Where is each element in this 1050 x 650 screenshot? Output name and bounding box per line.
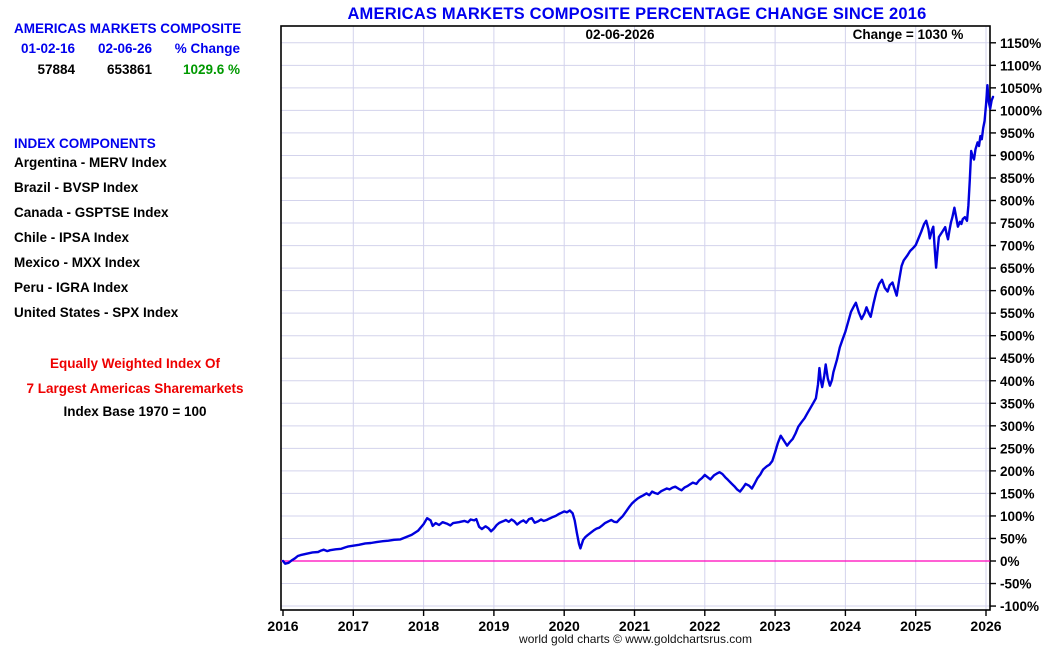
- y-axis-tick-label: 900%: [1000, 148, 1035, 163]
- x-axis-tick-label: 2023: [760, 618, 791, 634]
- y-axis-tick-label: 650%: [1000, 261, 1035, 276]
- y-axis-tick-label: 950%: [1000, 126, 1035, 141]
- end-date-label: 02-06-26: [97, 41, 152, 56]
- note-index-base: Index Base 1970 = 100: [63, 404, 207, 419]
- y-axis-tick-label: 150%: [1000, 486, 1035, 501]
- component-argentina: Argentina - MERV Index: [14, 155, 167, 170]
- pct-change-label: % Change: [174, 41, 240, 56]
- y-axis-tick-label: -50%: [1000, 577, 1032, 592]
- y-axis-tick-label: 100%: [1000, 509, 1035, 524]
- x-axis-tick-label: 2016: [267, 618, 298, 634]
- x-axis-tick-label: 2019: [478, 618, 509, 634]
- component-canada: Canada - GSPTSE Index: [14, 205, 169, 220]
- x-axis-tick-label: 2024: [830, 618, 861, 634]
- x-axis-tick-label: 2026: [970, 618, 1001, 634]
- y-axis-tick-label: 1150%: [1000, 36, 1041, 51]
- plot-background: [281, 26, 990, 610]
- composite-series-line: [281, 84, 995, 565]
- y-axis-tick-label: 500%: [1000, 329, 1035, 344]
- summary-values: 57884 653861 1029.6 %: [0, 62, 240, 77]
- components-title: INDEX COMPONENTS: [14, 136, 156, 151]
- y-axis-tick-label: 1000%: [1000, 103, 1042, 118]
- footer-credit: world gold charts © www.goldchartsrus.co…: [519, 632, 752, 646]
- y-axis-tick-label: 550%: [1000, 306, 1035, 321]
- component-peru: Peru - IGRA Index: [14, 280, 129, 295]
- plot-border: [280, 25, 991, 611]
- chart-title: AMERICAS MARKETS COMPOSITE PERCENTAGE CH…: [347, 5, 927, 23]
- start-index-value: 57884: [37, 62, 75, 77]
- x-axis-tick-label: 2025: [900, 618, 931, 634]
- y-axis-tick-label: 300%: [1000, 419, 1035, 434]
- summary-panel-title: AMERICAS MARKETS COMPOSITE: [14, 21, 242, 36]
- y-axis-tick-label: 800%: [1000, 194, 1035, 209]
- x-axis-tick-label: 2020: [549, 618, 580, 634]
- x-axis-tick-label: 2022: [689, 618, 720, 634]
- y-axis-tick-label: 0%: [1000, 554, 1020, 569]
- annotation-total-change: Change = 1030 %: [852, 27, 964, 42]
- y-axis-tick-label: 350%: [1000, 396, 1035, 411]
- annotation-latest-date: 02-06-2026: [585, 27, 655, 42]
- y-axis-tick-label: 700%: [1000, 239, 1035, 254]
- start-date-label: 01-02-16: [20, 41, 75, 56]
- x-axis-tick-label: 2021: [619, 618, 650, 634]
- y-axis-tick-label: 50%: [1000, 531, 1027, 546]
- y-axis-tick-label: -100%: [1000, 599, 1039, 614]
- component-united-states: United States - SPX Index: [14, 305, 179, 320]
- component-brazil: Brazil - BVSP Index: [14, 180, 139, 195]
- note-seven-largest: 7 Largest Americas Sharemarkets: [26, 381, 244, 396]
- y-axis-tick-label: 1050%: [1000, 81, 1042, 96]
- y-axis-tick-label: 1100%: [1000, 58, 1041, 73]
- component-mexico: Mexico - MXX Index: [14, 255, 141, 270]
- y-axis-tick-label: 200%: [1000, 464, 1035, 479]
- y-axis-tick-label: 450%: [1000, 351, 1035, 366]
- x-axis-tick-label: 2018: [408, 618, 439, 634]
- y-axis-tick-label: 750%: [1000, 216, 1035, 231]
- y-axis-tick-label: 400%: [1000, 374, 1035, 389]
- y-axis-tick-label: 600%: [1000, 284, 1035, 299]
- note-equally-weighted: Equally Weighted Index Of: [49, 356, 221, 371]
- end-index-value: 653861: [106, 62, 152, 77]
- pct-change-value: 1029.6 %: [182, 62, 240, 77]
- y-axis-tick-label: 250%: [1000, 441, 1035, 456]
- y-axis-tick-label: 850%: [1000, 171, 1035, 186]
- summary-column-headers: 01-02-16 02-06-26 % Change: [0, 41, 240, 56]
- x-axis-tick-label: 2017: [338, 618, 369, 634]
- component-chile: Chile - IPSA Index: [14, 230, 130, 245]
